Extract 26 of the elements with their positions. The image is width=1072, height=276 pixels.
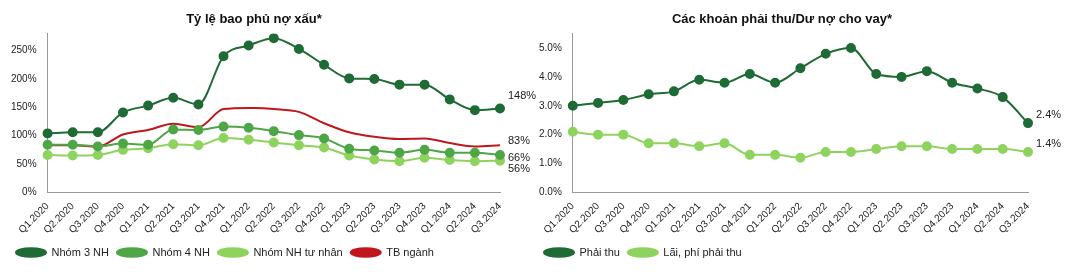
data-label: 66%	[508, 150, 531, 163]
legend-label: Nhóm 4 NH	[152, 245, 210, 258]
y-tick-label: 3.0%	[539, 99, 562, 111]
y-tick-label: 0%	[22, 186, 37, 198]
legend-label: TB ngành	[386, 245, 434, 258]
data-label: 148%	[508, 89, 537, 102]
legend-label: Lãi, phí phải thu	[663, 245, 742, 258]
chart-title: Tỷ lệ bao phủ nợ xấu*	[186, 11, 323, 27]
y-tick-label: 4.0%	[539, 70, 562, 82]
y-tick-label: 2.0%	[539, 128, 562, 140]
y-tick-label: 100%	[11, 129, 37, 141]
y-tick-label: 1.0%	[539, 157, 562, 169]
data-label: 1.4%	[1036, 137, 1062, 149]
y-tick-label: 250%	[11, 44, 37, 56]
y-tick-label: 150%	[11, 101, 37, 113]
chart-title: Các khoản phải thu/Dư nợ cho vay*	[671, 11, 894, 27]
data-label: 83%	[508, 134, 531, 147]
legend-label: Nhóm 3 NH	[51, 245, 110, 258]
data-label: 2.4%	[1036, 108, 1062, 121]
y-tick-label: 200%	[11, 72, 37, 84]
y-tick-label: 0.0%	[539, 186, 562, 198]
y-tick-label: 5.0%	[539, 41, 562, 53]
y-tick-label: 50%	[16, 157, 37, 169]
data-label: 56%	[508, 161, 531, 174]
legend-label: Nhóm NH tư nhân	[253, 245, 343, 258]
legend-label: Phải thu	[579, 245, 620, 258]
